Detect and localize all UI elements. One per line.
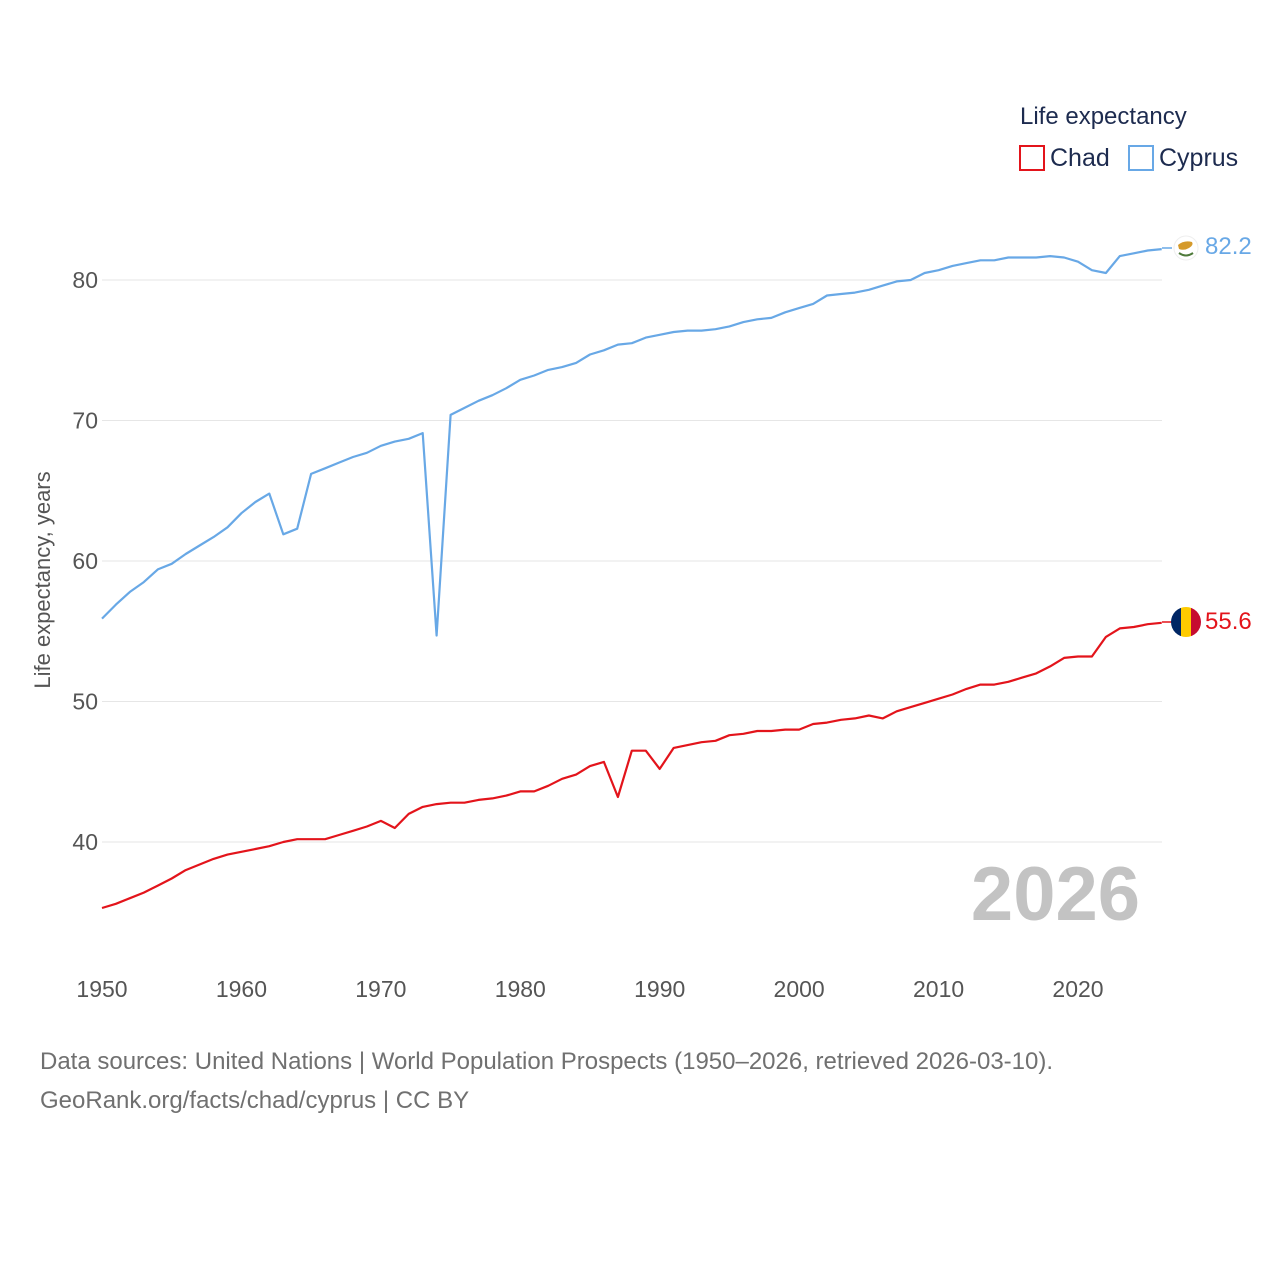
x-tick-label: 2000 bbox=[774, 976, 825, 1002]
legend-label-chad: Chad bbox=[1050, 144, 1110, 172]
x-tick-label: 1960 bbox=[216, 976, 267, 1002]
cyprus-end-marker: 82.2 bbox=[1162, 233, 1252, 261]
cyprus-end-value: 82.2 bbox=[1205, 233, 1252, 260]
y-tick-label: 60 bbox=[72, 548, 98, 574]
x-tick-label: 2010 bbox=[913, 976, 964, 1002]
x-tick-label: 1950 bbox=[76, 976, 127, 1002]
legend-label-cyprus: Cyprus bbox=[1159, 144, 1238, 172]
x-tick-label: 2020 bbox=[1052, 976, 1103, 1002]
y-tick-label: 80 bbox=[72, 267, 98, 293]
source-line-2: GeoRank.org/facts/chad/cyprus | CC BY bbox=[40, 1087, 470, 1114]
legend: Life expectancy Chad Cyprus bbox=[1019, 103, 1238, 172]
series-line-chad bbox=[101, 621, 1162, 910]
current-year-label: 2026 bbox=[971, 852, 1140, 937]
x-tick-label: 1990 bbox=[634, 976, 685, 1002]
x-tick-label: 1980 bbox=[495, 976, 546, 1002]
source-line-1: Data sources: United Nations | World Pop… bbox=[40, 1048, 1054, 1075]
chad-end-marker: 55.6 bbox=[1162, 607, 1252, 637]
chad-flag-icon bbox=[1171, 607, 1201, 637]
grid-lines bbox=[102, 279, 1162, 843]
x-axis-ticks: 1950 1960 1970 1980 1990 2000 2010 2020 bbox=[76, 976, 1103, 1002]
x-tick-label: 1970 bbox=[355, 976, 406, 1002]
legend-swatch-chad bbox=[1019, 145, 1045, 171]
cyprus-flag-icon bbox=[1173, 235, 1199, 261]
chad-end-value: 55.6 bbox=[1205, 608, 1252, 635]
series-lines bbox=[101, 248, 1162, 910]
y-tick-label: 70 bbox=[72, 408, 98, 434]
series-line-cyprus bbox=[101, 248, 1162, 637]
y-tick-label: 40 bbox=[72, 829, 98, 855]
legend-title: Life expectancy bbox=[1020, 103, 1187, 130]
legend-swatch-cyprus bbox=[1128, 145, 1154, 171]
y-axis-ticks: 40 50 60 70 80 bbox=[72, 267, 98, 855]
y-axis-title: Life expectancy, years bbox=[30, 471, 55, 688]
y-tick-label: 50 bbox=[72, 689, 98, 715]
source-note: Data sources: United Nations | World Pop… bbox=[40, 1042, 1053, 1120]
